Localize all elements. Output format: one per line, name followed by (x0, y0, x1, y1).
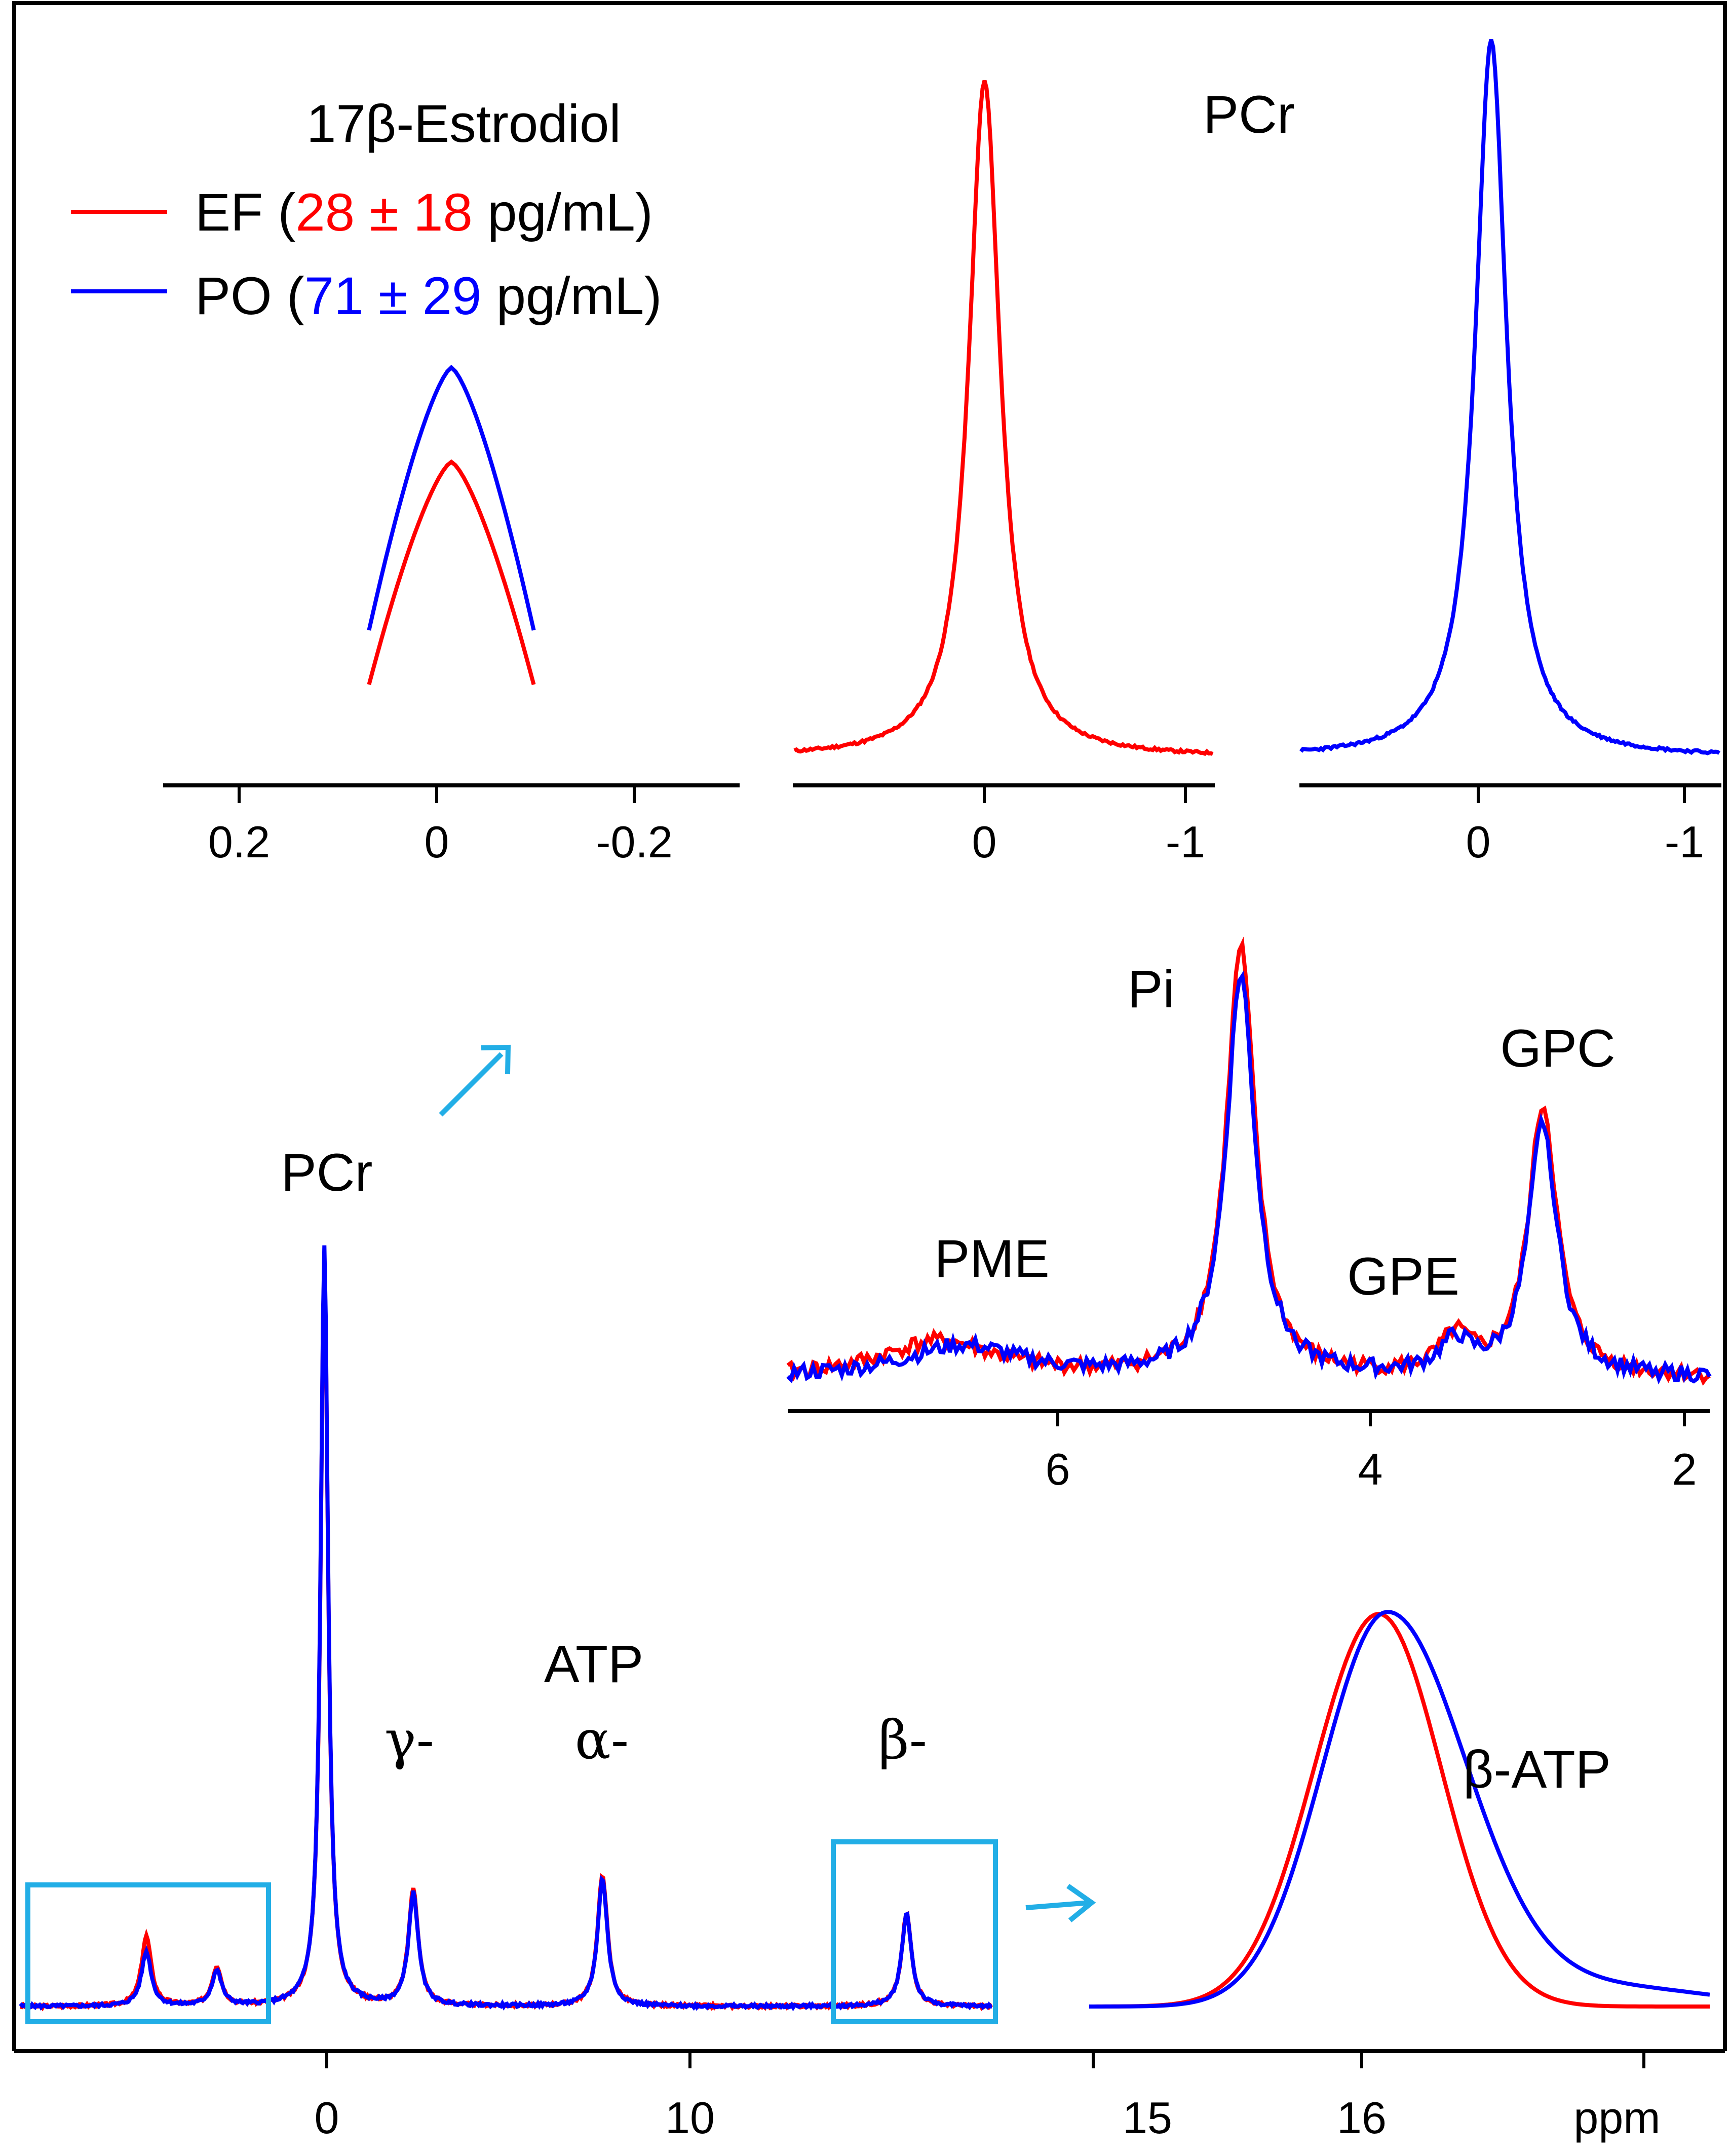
legend-ef-value: 28 ± 18 (295, 183, 473, 242)
main-po-line (19, 1245, 992, 2012)
panel-pcr-po: 0 -1 (1299, 39, 1721, 867)
arrow-head (1066, 1883, 1096, 1922)
panel-main-spectrum: PCr ATP γ- α- β- 0 10 15 16 ppm (14, 1044, 1725, 2143)
pcr-ef-tick-label: 0 (972, 817, 997, 867)
pcr-panel-title: PCr (1203, 85, 1295, 144)
beta-atp-title: β-ATP (1463, 1740, 1611, 1799)
legend: 17β-Estrodiol EF (28 ± 18 pg/mL) PO (71 … (71, 94, 662, 326)
beta-atp-ef-line (1089, 1611, 1710, 2009)
pde-tick-label: 2 (1672, 1444, 1697, 1494)
zoom-tick-label: 0.2 (208, 817, 270, 867)
zoom-ef-line (367, 459, 536, 686)
legend-po-series: PO (195, 267, 272, 326)
pcr-ef-tick-label: -1 (1166, 817, 1205, 867)
arrow-shaft (439, 1052, 504, 1117)
panel-phosphodiester: 6 4 2 Pi GPC PME GPE (786, 936, 1712, 1494)
gpc-label: GPC (1500, 1019, 1616, 1078)
pde-tick-label: 6 (1046, 1444, 1070, 1494)
zoom-tick-label: 0 (425, 817, 449, 867)
panel-beta-atp: β-ATP (1089, 1610, 1710, 2009)
legend-ef-series: EF (195, 183, 263, 242)
legend-po-value: 71 ± 29 (304, 267, 482, 326)
legend-ef-unit: pg/mL (487, 183, 635, 242)
beta-atp-po-line (1089, 1610, 1710, 2009)
panel-zoom-overlay: 0.2 0 -0.2 (163, 364, 740, 867)
gamma-atp-label: γ- (385, 1709, 434, 1771)
arrow-head (481, 1044, 511, 1075)
main-tick-label: 16 (1337, 2093, 1387, 2143)
atp-label: ATP (544, 1635, 643, 1694)
legend-po-unit: pg/mL (496, 267, 644, 326)
legend-entry-po: PO (71 ± 29 pg/mL) (195, 267, 662, 326)
pde-tick-label: 4 (1358, 1444, 1383, 1494)
beta-atp-main-label: β- (878, 1709, 927, 1771)
zoom-po-line (367, 364, 536, 631)
pi-label: Pi (1127, 960, 1174, 1019)
pme-label: PME (934, 1229, 1050, 1289)
outer-frame (12, 1, 1727, 2051)
panel-pcr-ef: 0 -1 PCr (793, 80, 1295, 867)
highlight-box-left (25, 1882, 271, 2024)
main-tick-label: 10 (665, 2093, 715, 2143)
arrow-to-beta-atp (1025, 1883, 1096, 1922)
pcr-po-tick-label: -1 (1665, 817, 1704, 867)
pcr-ef-line (793, 80, 1214, 756)
zoom-tick-label: -0.2 (596, 817, 673, 867)
pde-po-line (786, 970, 1712, 1385)
arrow-shaft (1025, 1900, 1090, 1910)
gpe-label: GPE (1347, 1247, 1459, 1306)
pcr-po-line (1299, 39, 1721, 755)
highlight-box-beta (831, 1839, 998, 2024)
alpha-atp-label: α- (575, 1709, 629, 1771)
pde-ef-line (786, 936, 1711, 1386)
main-tick-label: 0 (315, 2093, 339, 2143)
pcr-po-tick-label: 0 (1466, 817, 1491, 867)
pcr-peak-label: PCr (281, 1143, 373, 1202)
legend-title: 17β-Estrodiol (306, 94, 621, 154)
main-tick-label: 15 (1123, 2093, 1172, 2143)
x-axis-unit-label: ppm (1573, 2093, 1660, 2143)
arrow-to-zoom (439, 1044, 511, 1117)
legend-entry-ef: EF (28 ± 18 pg/mL) (195, 183, 653, 242)
